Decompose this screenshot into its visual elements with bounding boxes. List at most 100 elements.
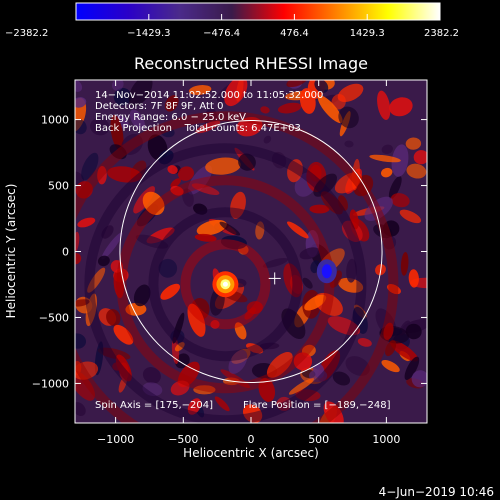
flare-position-label: Flare Position = [−189,−248] xyxy=(243,400,391,411)
texture-blob xyxy=(288,378,315,395)
texture-blob xyxy=(107,166,142,183)
texture-blob xyxy=(283,263,303,298)
texture-blob xyxy=(214,396,230,412)
ring-artifact xyxy=(116,175,335,394)
texture-blob xyxy=(223,112,233,125)
texture-blob xyxy=(220,235,247,250)
texture-blob xyxy=(187,303,206,337)
texture-blob xyxy=(219,221,241,236)
texture-blob xyxy=(287,159,303,183)
texture-blob xyxy=(383,236,397,250)
x-tick-label: 1000 xyxy=(372,433,400,446)
colorbar-tick-label: −1429.3 xyxy=(127,28,170,39)
texture-blob xyxy=(75,171,85,185)
flare-source xyxy=(222,281,228,287)
texture-blob xyxy=(228,349,248,374)
texture-blob xyxy=(281,308,306,340)
texture-blob xyxy=(334,172,362,194)
texture-blob xyxy=(77,217,96,228)
texture-blob xyxy=(160,126,175,138)
texture-blob xyxy=(85,293,97,327)
texture-blob xyxy=(170,380,190,396)
texture-blob xyxy=(75,118,87,135)
texture-blob xyxy=(111,80,124,91)
texture-blob xyxy=(364,196,393,221)
texture-blob xyxy=(385,340,397,357)
x-axis-label: Heliocentric X (arcsec) xyxy=(183,446,319,460)
texture-blob xyxy=(113,87,132,106)
texture-blob xyxy=(381,167,393,178)
x-tick-label: 0 xyxy=(248,433,255,446)
texture-blob xyxy=(193,203,208,215)
texture-blob xyxy=(405,323,422,340)
image-blobs xyxy=(75,80,427,423)
texture-blob xyxy=(170,178,181,188)
texture-blob xyxy=(110,114,124,151)
texture-blob xyxy=(75,402,86,417)
texture-blob xyxy=(332,371,351,386)
texture-blob xyxy=(210,319,220,329)
texture-blob xyxy=(309,204,330,214)
texture-blob xyxy=(135,234,169,249)
texture-blob xyxy=(167,165,178,175)
y-tick-label: −500 xyxy=(39,311,69,324)
texture-blob xyxy=(349,209,359,230)
texture-blob xyxy=(346,258,357,283)
x-tick-label: −500 xyxy=(168,433,198,446)
texture-blob xyxy=(187,398,202,415)
texture-blob xyxy=(133,284,151,307)
texture-blob xyxy=(381,144,393,154)
texture-blob xyxy=(182,188,194,207)
texture-blob xyxy=(174,342,185,352)
texture-blob xyxy=(170,185,184,196)
y-tick-label: 1000 xyxy=(41,114,69,127)
texture-blob xyxy=(178,166,194,181)
info-block: 14−Nov−2014 11:02:52.000 to 11:05:32.000… xyxy=(95,90,323,134)
colorbar-ticks: −2382.2 −1429.3 −476.4 476.4 1429.3 2382.2 xyxy=(5,14,459,39)
texture-blob xyxy=(313,173,338,197)
texture-blob xyxy=(101,232,123,260)
texture-blob xyxy=(271,151,287,169)
texture-blob xyxy=(400,252,409,276)
colorbar-tick-label: 476.4 xyxy=(280,28,309,39)
texture-blob xyxy=(191,183,220,196)
colorbar-tick-label: −2382.2 xyxy=(5,28,48,39)
texture-blob xyxy=(277,102,302,114)
texture-blob xyxy=(293,352,313,371)
texture-blob xyxy=(381,360,400,373)
texture-blob xyxy=(129,109,145,131)
texture-blob xyxy=(390,193,410,208)
ring-artifact xyxy=(180,239,271,330)
y-tick-label: −1000 xyxy=(32,377,69,390)
texture-blob xyxy=(255,221,265,240)
texture-blob xyxy=(404,356,420,380)
texture-blob xyxy=(286,80,308,88)
texture-blob xyxy=(160,283,181,300)
x-tick-label: 500 xyxy=(308,433,329,446)
texture-blob xyxy=(205,157,241,175)
texture-blob xyxy=(238,153,256,171)
texture-blob xyxy=(196,219,227,236)
texture-blob xyxy=(115,354,132,382)
texture-blob xyxy=(75,80,83,92)
texture-blob xyxy=(75,299,90,307)
info-line: Energy Range: 6.0 − 25.0 keV xyxy=(95,112,246,123)
ring-artifact xyxy=(75,111,399,423)
texture-blob xyxy=(194,233,217,242)
texture-blob xyxy=(220,369,251,389)
texture-blob xyxy=(236,116,263,137)
texture-blob xyxy=(75,253,82,265)
texture-blob xyxy=(75,361,99,380)
texture-blob xyxy=(276,396,292,411)
texture-blob xyxy=(344,140,354,148)
texture-blob xyxy=(304,294,327,311)
texture-blob xyxy=(337,83,364,103)
texture-blob xyxy=(338,277,364,293)
texture-blob xyxy=(413,150,427,165)
texture-blob xyxy=(327,316,361,336)
ring-artifact xyxy=(84,143,367,423)
colorbar-tick-label: 2382.2 xyxy=(424,28,459,39)
info-line: 14−Nov−2014 11:02:52.000 to 11:05:32.000 xyxy=(95,90,323,101)
texture-blob xyxy=(106,308,121,327)
